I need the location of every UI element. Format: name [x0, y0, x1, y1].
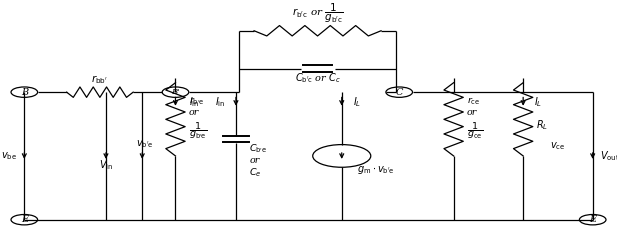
- Text: $I_L$: $I_L$: [353, 95, 361, 108]
- Text: $r_{\rm b'e}$
or
$\dfrac{1}{g_{\rm b'e}}$: $r_{\rm b'e}$ or $\dfrac{1}{g_{\rm b'e}}…: [189, 95, 207, 141]
- Text: $r_{\rm b'c}$ or $\dfrac{1}{g_{\rm b'c}}$: $r_{\rm b'c}$ or $\dfrac{1}{g_{\rm b'c}}…: [292, 1, 344, 25]
- Text: $v_{\rm be}$: $v_{\rm be}$: [1, 150, 17, 162]
- Text: B: B: [21, 88, 28, 97]
- Text: C: C: [395, 88, 403, 97]
- Text: $I_{\rm in}$: $I_{\rm in}$: [215, 95, 225, 108]
- Text: $I_L$: $I_L$: [534, 95, 542, 108]
- Text: $r_{\rm ce}$
or
$\dfrac{1}{g_{\rm ce}}$: $r_{\rm ce}$ or $\dfrac{1}{g_{\rm ce}}$: [467, 95, 483, 141]
- Text: E: E: [21, 215, 28, 224]
- Text: $V_{\rm out}$: $V_{\rm out}$: [600, 149, 617, 163]
- Text: B': B': [172, 88, 180, 96]
- Text: $v_{\rm b'e}$: $v_{\rm b'e}$: [136, 138, 154, 150]
- Text: $R_L$: $R_L$: [536, 118, 549, 132]
- Text: $v_{\rm ce}$: $v_{\rm ce}$: [550, 141, 566, 152]
- Text: $C_{\rm b'c}$ or $C_c$: $C_{\rm b'c}$ or $C_c$: [294, 71, 341, 85]
- Text: E: E: [589, 215, 596, 224]
- Text: $r_{\rm bb'}$: $r_{\rm bb'}$: [91, 73, 109, 86]
- Text: $V_{\rm in}$: $V_{\rm in}$: [99, 159, 113, 172]
- Text: $g_{\rm m} \cdot v_{\rm b'e}$: $g_{\rm m} \cdot v_{\rm b'e}$: [357, 164, 394, 176]
- Text: $C_{\rm b'e}$
or
$C_e$: $C_{\rm b'e}$ or $C_e$: [249, 142, 267, 179]
- Text: $I_{\rm in}$: $I_{\rm in}$: [189, 95, 199, 108]
